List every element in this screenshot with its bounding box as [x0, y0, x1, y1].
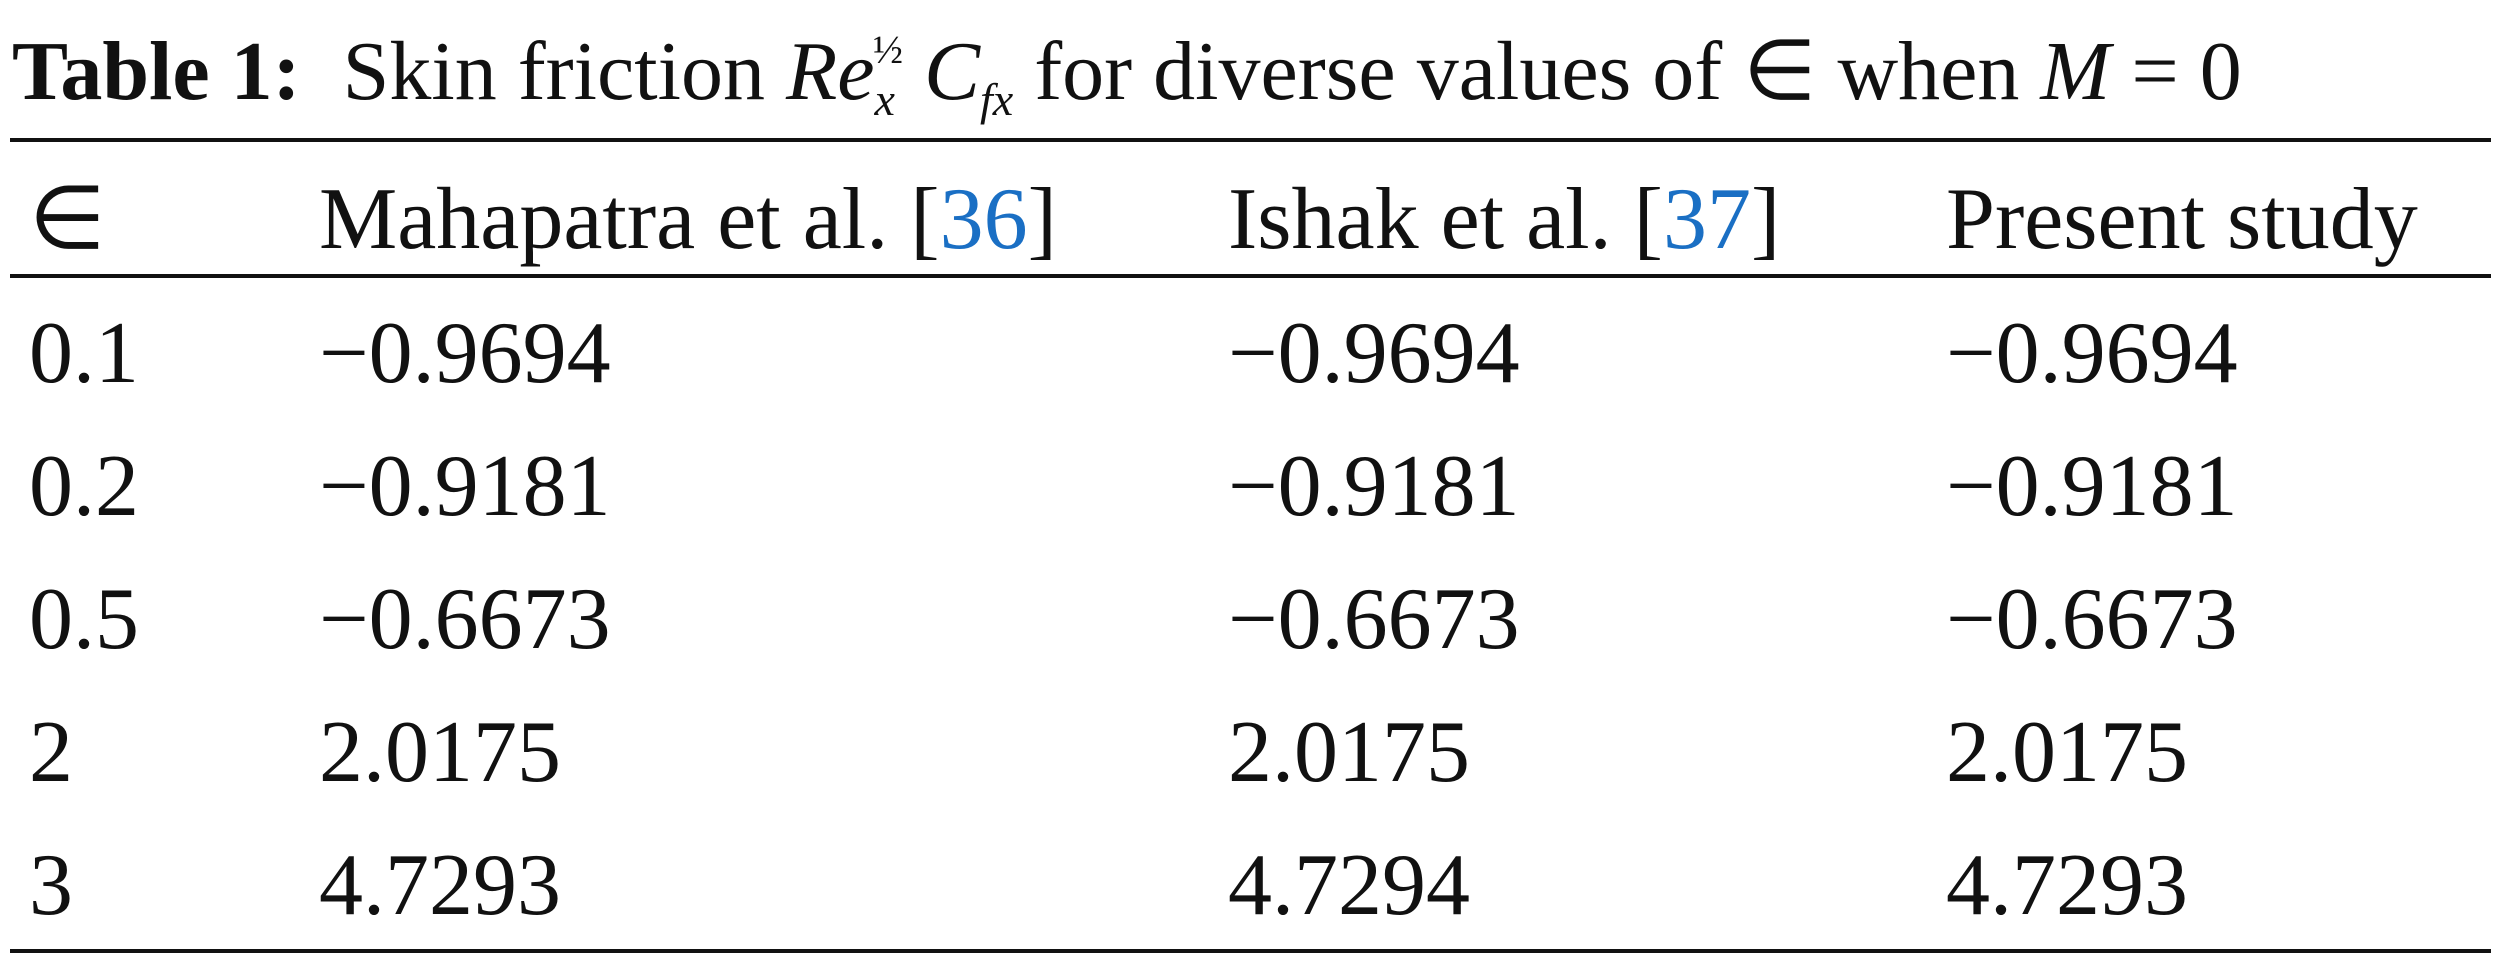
caption-math: fx: [979, 74, 1014, 126]
table-cell: −0.9694: [1228, 305, 1520, 402]
caption-label: Table 1:: [12, 25, 301, 118]
caption-math: = 0: [2131, 25, 2242, 118]
table-cell: 4.7294: [1228, 837, 1470, 934]
bottom-rule: [10, 949, 2491, 953]
header-text: Ishak et al. [: [1228, 171, 1663, 268]
table-cell: −0.9181: [1228, 438, 1520, 535]
header-text: ∈: [29, 171, 106, 268]
table-cell: 2.0175: [1228, 704, 1470, 801]
table-cell: −0.6673: [1946, 571, 2238, 668]
table-cell: 2.0175: [1946, 704, 2188, 801]
row-label: 3: [29, 837, 73, 934]
header-text: Present study: [1946, 171, 2418, 268]
table-cell: 2.0175: [319, 704, 561, 801]
header-text: ]: [1027, 171, 1057, 268]
caption-math: M: [2040, 25, 2111, 118]
citation-link: 37: [1662, 171, 1751, 268]
caption-math: C: [923, 25, 980, 118]
table-cell: −0.6673: [1228, 571, 1520, 668]
row-label: 2: [29, 704, 73, 801]
caption-text: Skin friction: [342, 25, 765, 118]
header-cell: ∈: [29, 170, 106, 270]
caption-math: x: [874, 74, 895, 126]
header-text: ]: [1750, 171, 1781, 268]
table-cell: 4.7293: [1946, 837, 2188, 934]
header-cell: Ishak et al. [37]: [1228, 170, 1780, 270]
header-cell: Present study: [1946, 170, 2418, 270]
table-cell: −0.9181: [319, 438, 611, 535]
row-label: 0.1: [29, 305, 139, 402]
table-cell: 4.7293: [319, 837, 561, 934]
caption-text: for diverse values of ∈ when: [1034, 25, 2020, 118]
header-text: Mahapatra et al. [: [319, 171, 940, 268]
caption-math: Re: [785, 25, 875, 118]
table-cell: −0.6673: [319, 571, 611, 668]
table-cell: −0.9694: [319, 305, 611, 402]
header-cell: Mahapatra et al. [36]: [319, 170, 1057, 270]
caption-math: ½: [872, 27, 903, 72]
top-rule: [10, 138, 2491, 142]
table-cell: −0.9694: [1946, 305, 2238, 402]
header-rule: [10, 274, 2491, 278]
caption: Table 1: Skin friction Rex½ Cfx for dive…: [12, 0, 2242, 125]
row-label: 0.5: [29, 571, 139, 668]
row-label: 0.2: [29, 438, 139, 535]
citation-link: 36: [939, 171, 1028, 268]
table-cell: −0.9181: [1946, 438, 2238, 535]
